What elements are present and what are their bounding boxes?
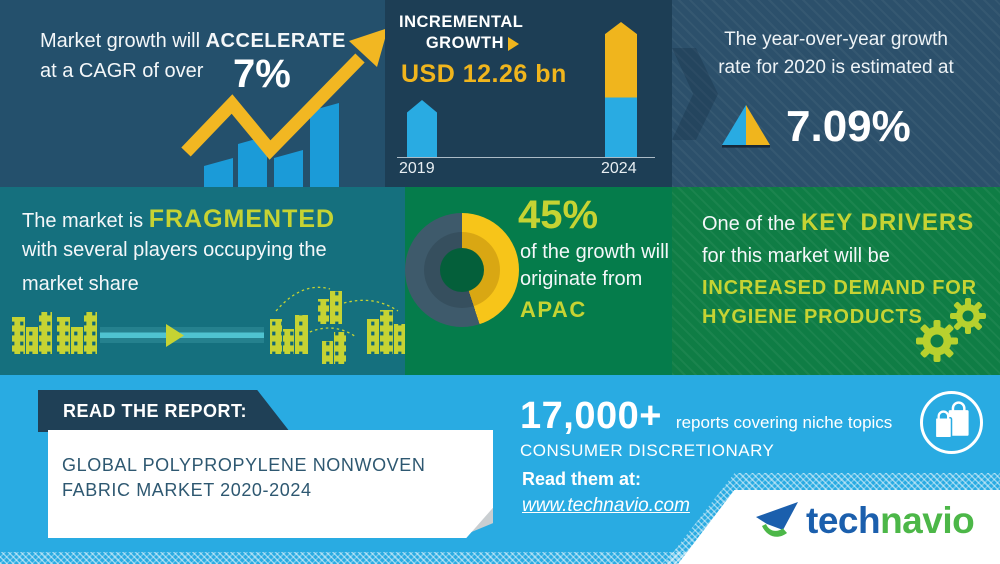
panel-incremental-growth: INCREMENTAL GROWTH USD 12.26 bn 2019 202…	[385, 0, 672, 187]
key-drivers-line3: INCREASED DEMAND FOR	[702, 277, 977, 299]
bottom-hatch-strip	[0, 552, 1000, 564]
panel-apac-growth: 45% of the growth will originate from AP…	[405, 187, 672, 375]
gears-icon	[916, 298, 986, 362]
incremental-growth-value: USD 12.26 bn	[401, 60, 567, 88]
key-drivers-line2: for this market will be	[702, 245, 890, 267]
key-drivers-bold: KEY DRIVERS	[800, 209, 975, 236]
donut-center	[440, 248, 484, 292]
year-label-2019: 2019	[399, 160, 435, 177]
incremental-label-line2: GROWTH	[425, 34, 504, 52]
reports-count-suffix: reports covering niche topics	[675, 413, 893, 432]
panel-market-growth: Market growth will ACCELERATE at a CAGR …	[0, 0, 388, 187]
bar-2024	[605, 22, 637, 157]
panel-yoy-growth: The year-over-year growth rate for 2020 …	[672, 0, 1000, 187]
report-title-line2: FABRIC MARKET 2020-2024	[62, 480, 312, 500]
key-drivers-line1: One of the KEY DRIVERS	[702, 209, 974, 237]
headline-bold: ACCELERATE	[205, 30, 346, 52]
yoy-stat: 7.09%	[786, 102, 911, 151]
read-them-at-label: Read them at:	[522, 469, 642, 489]
shopping-bags-icon	[934, 401, 969, 439]
chart-baseline	[397, 156, 655, 158]
up-triangle-icon	[722, 105, 770, 148]
logo-corner: technavio	[678, 490, 1000, 564]
yoy-line1: The year-over-year growth	[724, 29, 948, 50]
report-title: GLOBAL POLYPROPYLENE NONWOVEN FABRIC MAR…	[62, 453, 426, 503]
incremental-label-line1: INCREMENTAL	[399, 13, 524, 31]
panel-key-drivers: One of the KEY DRIVERS for this market w…	[672, 187, 1000, 375]
fragmented-normal: The market is	[22, 210, 149, 232]
key-drivers-normal: One of the	[702, 213, 801, 235]
headline-normal: Market growth will	[40, 30, 206, 52]
year-label-2024: 2024	[601, 160, 637, 177]
technavio-url-link[interactable]: www.technavio.com	[522, 495, 690, 516]
right-arrow-icon	[508, 36, 519, 51]
yoy-text: The year-over-year growth rate for 2020 …	[672, 26, 1000, 82]
bar-2019	[407, 100, 437, 157]
fragmented-line3: market share	[22, 273, 139, 295]
read-report-banner: READ THE REPORT:	[38, 390, 290, 432]
technavio-logo-icon	[756, 502, 798, 537]
city-buildings-icon	[12, 286, 405, 364]
market-growth-headline: Market growth will ACCELERATE at a CAGR …	[40, 26, 346, 86]
apac-line2: originate from	[520, 268, 643, 290]
category-label: CONSUMER DISCRETIONARY	[520, 441, 775, 460]
logo-text-tech: tech	[806, 499, 881, 541]
play-arrow-icon	[166, 324, 184, 347]
technavio-logo[interactable]: technavio	[754, 499, 975, 541]
apac-region: APAC	[520, 297, 587, 322]
apac-line1: of the growth will	[520, 241, 669, 263]
headline-line2: at a CAGR of over	[40, 60, 204, 82]
report-title-card[interactable]	[48, 430, 493, 538]
apac-stat: 45%	[518, 193, 599, 237]
key-drivers-line4: HYGIENE PRODUCTS	[702, 306, 923, 328]
cagr-stat: 7%	[233, 52, 291, 96]
shopping-bags-badge	[920, 391, 983, 454]
yoy-stat-row: 7.09%	[720, 103, 911, 149]
incremental-growth-label: INCREMENTAL GROWTH	[399, 13, 523, 53]
fragmented-line2: with several players occupying the	[22, 239, 327, 261]
panel-fragmented: The market is FRAGMENTED with several pl…	[0, 187, 405, 375]
growth-arrow-icon	[181, 28, 388, 187]
footer-band: READ THE REPORT: GLOBAL POLYPROPYLENE NO…	[0, 375, 1000, 564]
fragmented-line1: The market is FRAGMENTED	[22, 205, 335, 234]
reports-statline: 17,000+ reports covering niche topics	[520, 395, 892, 438]
reports-count: 17,000+	[520, 395, 662, 437]
fragmented-bold: FRAGMENTED	[148, 205, 336, 233]
read-report-label: READ THE REPORT:	[63, 401, 248, 421]
donut-inner-ring	[424, 232, 500, 308]
logo-text-navio: navio	[880, 499, 975, 541]
report-title-line1: GLOBAL POLYPROPYLENE NONWOVEN	[62, 455, 426, 475]
donut-outer-ring	[405, 213, 519, 327]
yoy-line2: rate for 2020 is estimated at	[718, 57, 954, 78]
